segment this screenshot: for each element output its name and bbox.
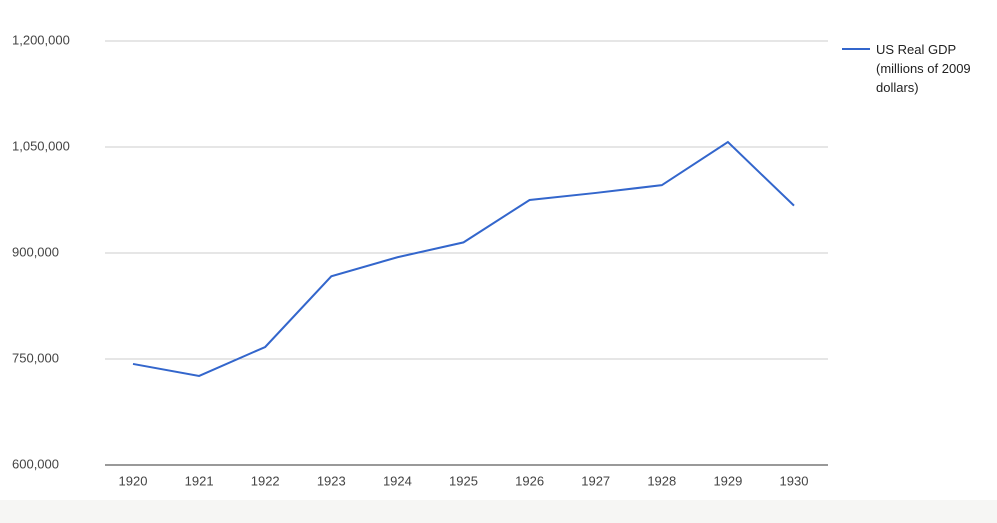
y-tick-label: 1,200,000	[12, 32, 70, 47]
chart: 600,000 750,000 900,000 1,050,000 1,200,000 1…	[12, 32, 828, 488]
y-tick-label: 600,000	[12, 456, 59, 471]
x-tick-label: 1926	[515, 473, 544, 488]
x-tick-label: 1924	[383, 473, 412, 488]
footer-strip	[0, 500, 997, 523]
legend-label: US Real GDP (millions of 2009 dollars)	[876, 42, 971, 95]
x-tick-label: 1921	[185, 473, 214, 488]
legend: US Real GDP (millions of 2009 dollars)	[842, 40, 996, 97]
x-tick-label: 1923	[317, 473, 346, 488]
x-tick-label: 1927	[581, 473, 610, 488]
x-tick-label: 1930	[780, 473, 809, 488]
x-tick-label: 1922	[251, 473, 280, 488]
x-tick-label: 1925	[449, 473, 478, 488]
x-tick-label: 1929	[713, 473, 742, 488]
x-tick-label: 1928	[647, 473, 676, 488]
line-series	[132, 140, 795, 377]
y-tick-label: 1,050,000	[12, 138, 70, 153]
y-tick-label: 750,000	[12, 350, 59, 365]
legend-swatch	[842, 48, 870, 50]
x-tick-label: 1920	[119, 473, 148, 488]
y-tick-label: 900,000	[12, 244, 59, 259]
